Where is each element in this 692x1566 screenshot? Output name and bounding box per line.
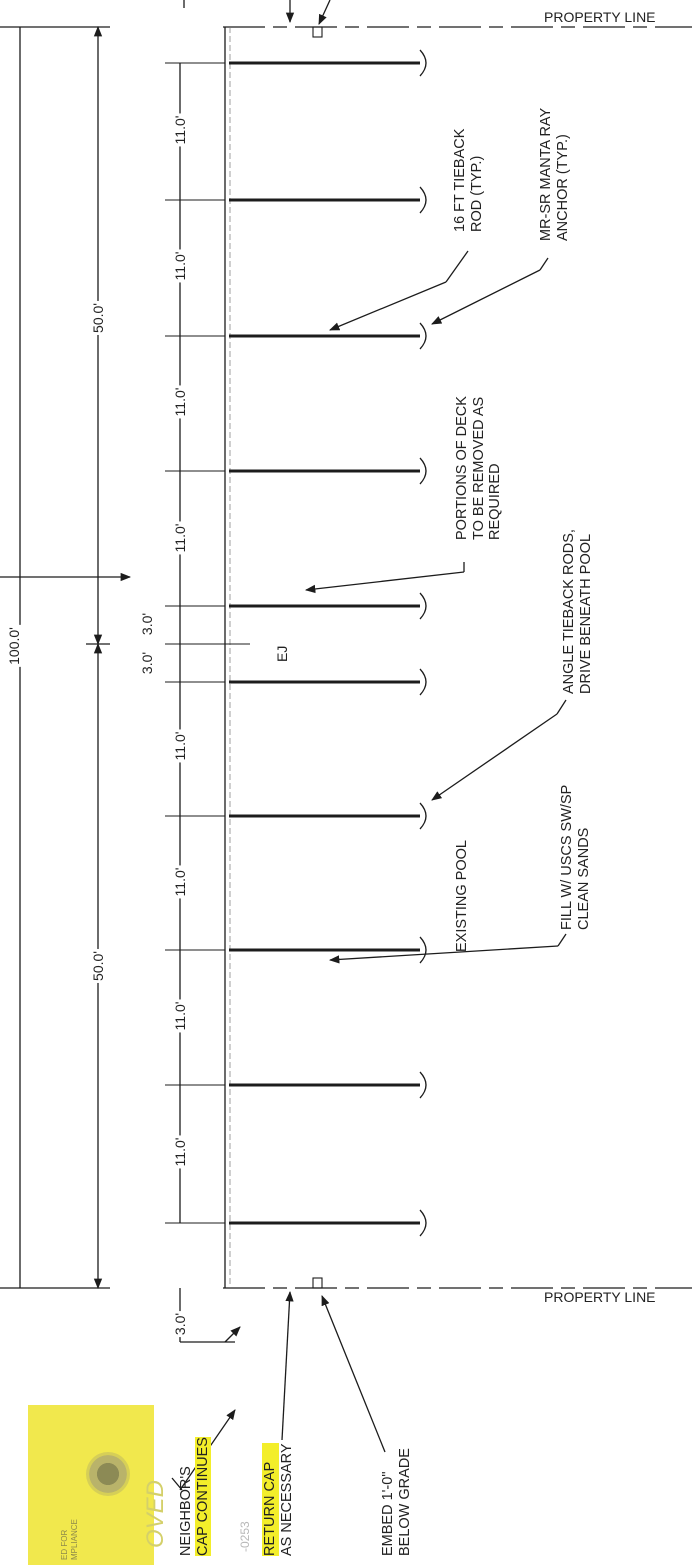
stamp-small-text: ED FOR MPLIANCE [60,1519,79,1560]
leader-tieback [445,250,469,283]
property-line-top-label: PROPERTY LINE [544,9,656,25]
angle-tieback-note: ANGLE TIEBACK RODS, DRIVE BENEATH POOL [561,529,594,694]
half-dimension-top: 50.0' [89,301,107,335]
spacing-dimension: 3.0' [139,651,155,675]
manta-ray-anchor-icon [419,668,427,696]
cap-return-top [312,26,323,38]
manta-ray-anchor-icon [419,1209,427,1237]
leader-return-cap [281,1290,294,1441]
leader-tieback-arrow [329,281,447,331]
leader-deck-arrow [304,571,465,594]
leader-manta-ray [539,257,549,271]
leader-top-embed [318,0,331,25]
spacing-dimension: 11.0' [171,521,189,555]
expansion-joint-label: EJ [274,645,290,662]
spacing-dimension: 11.0' [171,999,189,1033]
existing-pool-label: EXISTING POOL [454,840,470,952]
leader-fill-arrow [328,945,559,964]
leader-neighbor-hook [171,1477,183,1491]
spacing-dimension: 3.0' [139,612,155,636]
neighbor-cap-note: NEIGHBOR'S CAP CONTINUES [178,1437,212,1556]
spacing-dimension: 11.0' [171,249,189,283]
leader-embed [321,1295,386,1453]
faint-stamp-number: -0253 [238,1521,252,1552]
overall-dimension: 100.0' [5,625,23,667]
manta-ray-anchor-icon [419,457,427,485]
spacing-dimension: 11.0' [171,865,189,899]
manta-ray-anchor-icon [419,49,427,77]
end-dimension: 3.0' [171,1310,189,1338]
manta-ray-anchor-icon [419,592,427,620]
stamp-seal-icon [86,1452,130,1496]
manta-ray-anchor-icon [419,322,427,350]
spacing-dimension: 11.0' [171,385,189,419]
leader-angle-rods-arrow [431,713,558,801]
end-dimension-pointer [224,1326,241,1343]
leader-angle-rods [556,699,567,715]
leader-fill [557,933,567,947]
return-cap-note: RETURN CAP AS NECESSARY [262,1443,295,1556]
spacing-dimension: 11.0' [171,1135,189,1169]
manta-ray-anchor-icon [419,802,427,830]
cap-return-bottom [312,1277,323,1289]
embed-note: EMBED 1'-0" BELOW GRADE [380,1448,413,1556]
leader-manta-ray-arrow [431,269,541,325]
manta-ray-anchor-icon [419,1071,427,1099]
tieback-rod-note: 16 FT TIEBACK ROD (TYP.) [452,128,485,232]
spacing-dimension: 11.0' [171,729,189,763]
manta-ray-anchor-icon [419,186,427,214]
manta-ray-note: MR-SR MANTA RAY ANCHOR (TYP.) [538,107,571,241]
half-dimension-bottom: 50.0' [89,949,107,983]
manta-ray-anchor-icon [419,936,427,964]
fill-note: FILL W/ USCS SW/SP CLEAN SANDS [559,784,592,930]
property-line-bottom-label: PROPERTY LINE [544,1289,656,1305]
stamp-word: OVED [142,1479,169,1548]
deck-removal-note: PORTIONS OF DECK TO BE REMOVED AS REQUIRED [454,396,504,540]
spacing-dimension: 11.0' [171,113,189,147]
